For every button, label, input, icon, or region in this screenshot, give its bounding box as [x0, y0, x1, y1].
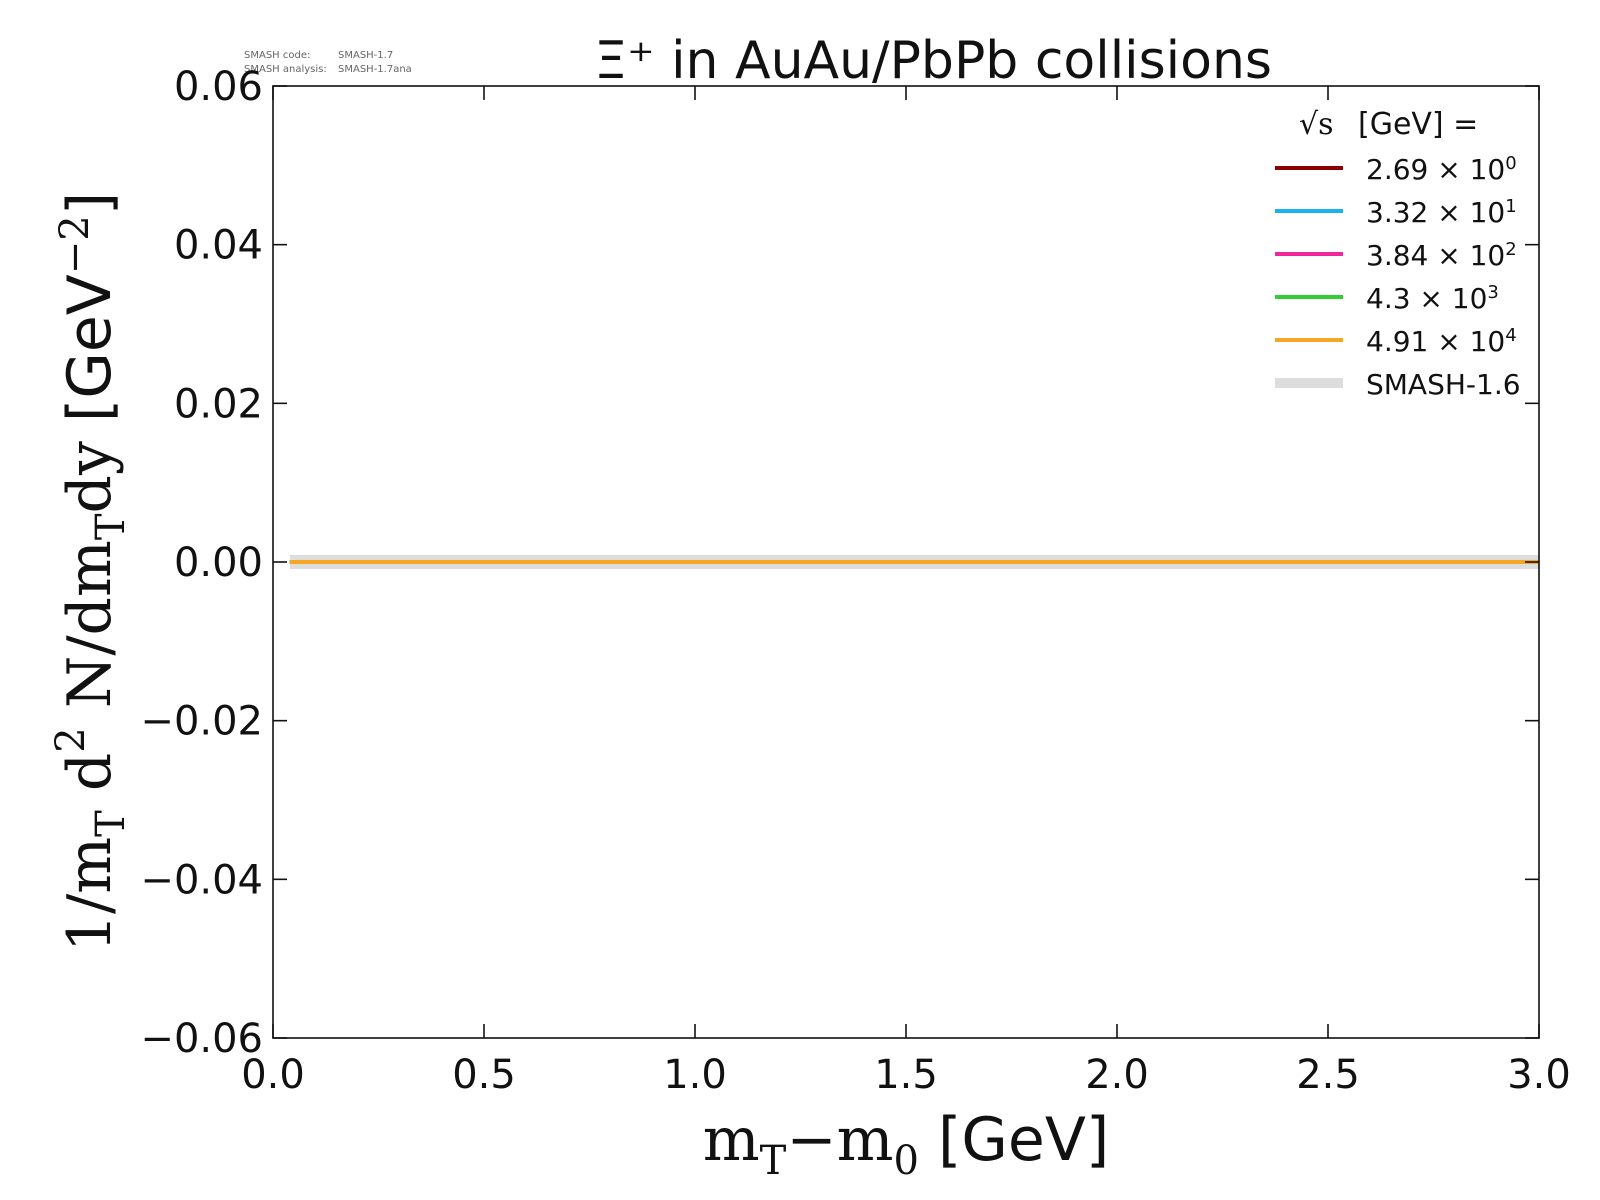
x-tick-label-5: 2.5: [1296, 1052, 1360, 1098]
legend-title: [GeV] =: [1358, 107, 1478, 142]
x-tick-label-2: 1.0: [663, 1052, 727, 1098]
x-tick-label-4: 2.0: [1085, 1052, 1149, 1098]
legend-label-1: 2.69 × 100: [1366, 153, 1517, 186]
legend-title-sqrt: √s: [1299, 107, 1334, 142]
y-tick-label-6: −0.06: [140, 1016, 263, 1062]
legend-label-4: 4.3 × 103: [1366, 282, 1499, 315]
x-axis-label: mT−m0 [GeV]: [703, 1105, 1110, 1184]
y-tick-label-3: 0.00: [174, 540, 263, 586]
tick-layer: 0.0 0.5 1.0 1.5 2.0 2.5 3.0 0.06 0.04 0.02 0.00 −0.…: [140, 64, 1570, 1098]
annotation-code-value: SMASH-1.7: [338, 50, 393, 61]
y-tick-label-0: 0.06: [174, 64, 263, 110]
y-tick-label-2: 0.02: [174, 381, 263, 427]
legend-label-5: 4.91 × 104: [1366, 325, 1517, 358]
annotation-analysis-label: SMASH analysis:: [244, 64, 327, 75]
legend-items: 2.69 × 100 3.32 × 101 3.84 × 102 4.3 × 103 4…: [1275, 153, 1521, 401]
legend-label-2: 3.32 × 101: [1366, 196, 1517, 229]
version-annotation: SMASH code: SMASH-1.7 SMASH analysis: SM…: [244, 50, 412, 75]
annotation-code-label: SMASH code:: [244, 50, 310, 61]
y-axis-label: 1/mT d2 N/dmTdy [GeV−2]: [48, 192, 134, 952]
legend: √s [GeV] = 2.69 × 100 3.32 × 101 3.84 × 10…: [1275, 107, 1521, 401]
y-tick-label-1: 0.04: [174, 223, 263, 269]
x-tick-label-3: 1.5: [874, 1052, 938, 1098]
x-tick-label-0: 0.0: [241, 1052, 305, 1098]
x-tick-label-1: 0.5: [452, 1052, 516, 1098]
legend-label-0: SMASH-1.6: [1366, 368, 1521, 401]
chart-title: Ξ⁺ in AuAu/PbPb collisions: [594, 31, 1272, 91]
y-tick-label-5: −0.04: [140, 857, 263, 903]
annotation-analysis-value: SMASH-1.7ana: [338, 64, 412, 75]
x-tick-label-6: 3.0: [1507, 1052, 1571, 1098]
y-tick-label-4: −0.02: [140, 699, 263, 745]
legend-label-3: 3.84 × 102: [1366, 239, 1517, 272]
